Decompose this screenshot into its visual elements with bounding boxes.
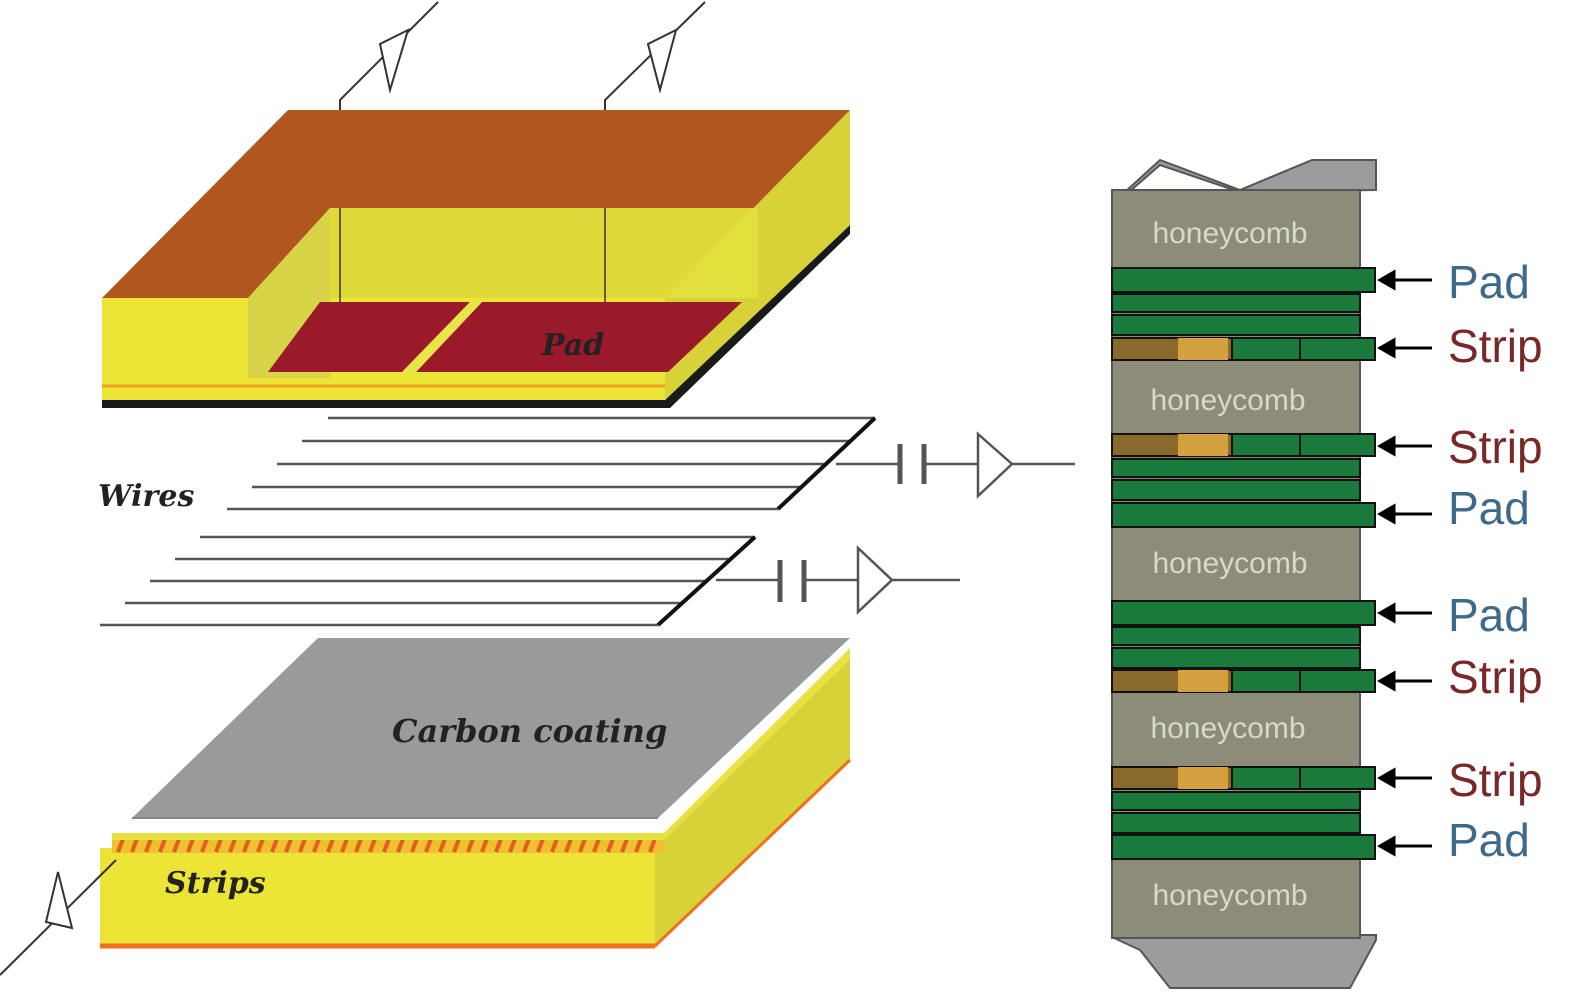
honeycomb-label-4: honeycomb: [1150, 712, 1305, 745]
annotation-strip-1: Strip: [1448, 320, 1543, 372]
layer-group-2: [1111, 433, 1376, 528]
pad-plane: Pad: [102, 110, 850, 408]
annotation-arrows: [1376, 269, 1432, 857]
layer-group-3: [1111, 600, 1376, 693]
layer-group-4: [1111, 766, 1376, 860]
annotation-strip-2: Strip: [1448, 421, 1543, 473]
top-frame: [1113, 158, 1377, 208]
strip-layer: [1299, 433, 1376, 457]
strips-label: Strips: [165, 866, 266, 901]
pad-layer: [1111, 600, 1376, 626]
annotation-labels: Pad Strip Strip Pad Pad Strip Strip Pad: [1448, 256, 1543, 866]
pad-label: Pad: [541, 328, 604, 363]
honeycomb-label-2: honeycomb: [1150, 384, 1305, 417]
pad-cell-left: [268, 302, 470, 372]
strip-layer: [1299, 766, 1376, 790]
top-readout-amplifiers: [339, 1, 706, 300]
pad-layer: [1111, 834, 1376, 860]
carbon-coating-label: Carbon coating: [392, 712, 667, 750]
annotation-strip-3: Strip: [1448, 651, 1543, 703]
annotation-strip-4: Strip: [1448, 754, 1543, 806]
strip-layer: [1299, 669, 1376, 693]
honeycomb-label-5: honeycomb: [1152, 879, 1307, 912]
cross-section-view: honeycomb honeycomb honeycomb honeycomb …: [1111, 158, 1543, 989]
annotation-pad-1: Pad: [1448, 256, 1530, 308]
pad-layer: [1111, 502, 1376, 528]
annotation-pad-4: Pad: [1448, 814, 1530, 866]
strip-layer: [1299, 337, 1376, 361]
honeycomb-label-3: honeycomb: [1152, 547, 1307, 580]
bottom-frame: [1113, 934, 1377, 989]
exploded-chamber-view: Pad Wires: [0, 1, 1075, 976]
pad-cell-right: [416, 302, 742, 372]
honeycomb-label-1: honeycomb: [1152, 217, 1307, 250]
annotation-pad-3: Pad: [1448, 589, 1530, 641]
annotation-pad-2: Pad: [1448, 482, 1530, 534]
pad-layer: [1111, 267, 1376, 293]
wire-plane-lower: [100, 535, 960, 627]
strip-readout-amplifier: [0, 859, 117, 976]
layer-group-1: [1111, 267, 1376, 361]
wire-plane-upper: [227, 416, 1075, 511]
strip-plane: Carbon coating Strips: [100, 638, 852, 949]
wires-label: Wires: [98, 479, 194, 514]
